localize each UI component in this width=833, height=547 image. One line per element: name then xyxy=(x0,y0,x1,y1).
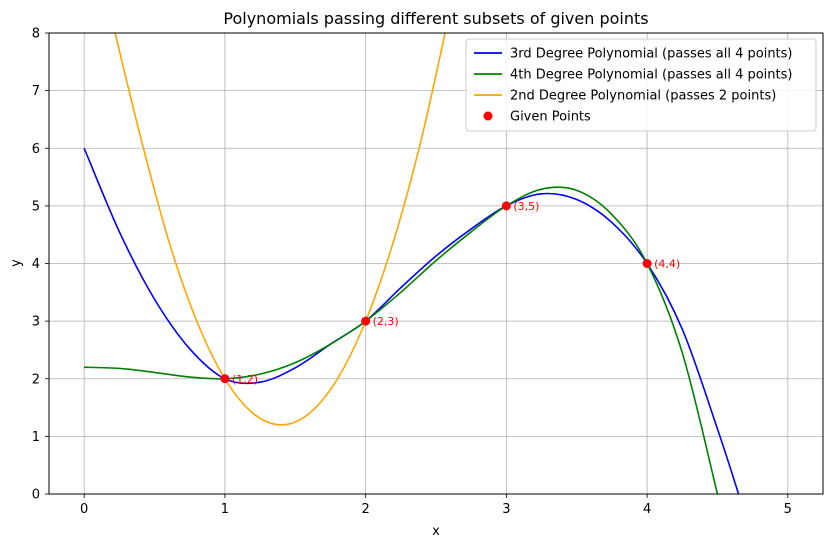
y-tick-label: 5 xyxy=(32,199,40,214)
y-tick-label: 0 xyxy=(32,488,40,503)
x-axis-label: x xyxy=(432,524,440,539)
y-tick-label: 4 xyxy=(32,257,40,272)
chart-title: Polynomials passing different subsets of… xyxy=(223,9,648,28)
given-point xyxy=(361,316,371,326)
legend-entry: Given Points xyxy=(510,110,591,125)
point-label: (1,2) xyxy=(232,373,258,386)
x-tick-label: 4 xyxy=(643,502,651,517)
y-tick-label: 2 xyxy=(32,372,40,387)
legend-box xyxy=(465,38,817,132)
x-axis-ticks: 0 1 2 3 4 5 xyxy=(80,494,792,517)
y-tick-label: 6 xyxy=(32,142,40,157)
point-label: (2,3) xyxy=(373,315,399,328)
plot-area: (1,2) (2,3) (3,5) (4,4) xyxy=(83,33,740,494)
y-axis-label: y xyxy=(9,259,24,267)
series-line-1 xyxy=(83,147,740,494)
legend-entry: 3rd Degree Polynomial (passes all 4 poin… xyxy=(510,47,793,62)
legend-entry: 4th Degree Polynomial (passes all 4 poin… xyxy=(510,68,792,83)
given-point xyxy=(642,259,652,268)
given-point xyxy=(220,374,230,384)
point-label: (3,5) xyxy=(513,200,539,213)
y-tick-label: 8 xyxy=(32,27,40,42)
legend-entry: 2nd Degree Polynomial (passes 2 points) xyxy=(510,89,776,104)
y-tick-label: 7 xyxy=(32,84,40,99)
x-tick-label: 5 xyxy=(784,502,792,517)
x-tick-label: 1 xyxy=(221,502,229,517)
point-label: (4,4) xyxy=(654,258,680,271)
x-tick-label: 3 xyxy=(502,502,510,517)
given-point xyxy=(501,201,511,211)
x-tick-label: 2 xyxy=(361,502,369,517)
x-tick-label: 0 xyxy=(80,502,88,517)
y-tick-label: 1 xyxy=(32,430,40,445)
y-axis-ticks: 0 1 2 3 4 5 6 7 8 xyxy=(32,27,49,503)
series-line-3 xyxy=(114,33,446,426)
legend: 3rd Degree Polynomial (passes all 4 poin… xyxy=(465,38,817,132)
legend-swatch xyxy=(483,111,493,121)
series-line-2 xyxy=(84,186,719,494)
y-tick-label: 3 xyxy=(32,315,40,330)
